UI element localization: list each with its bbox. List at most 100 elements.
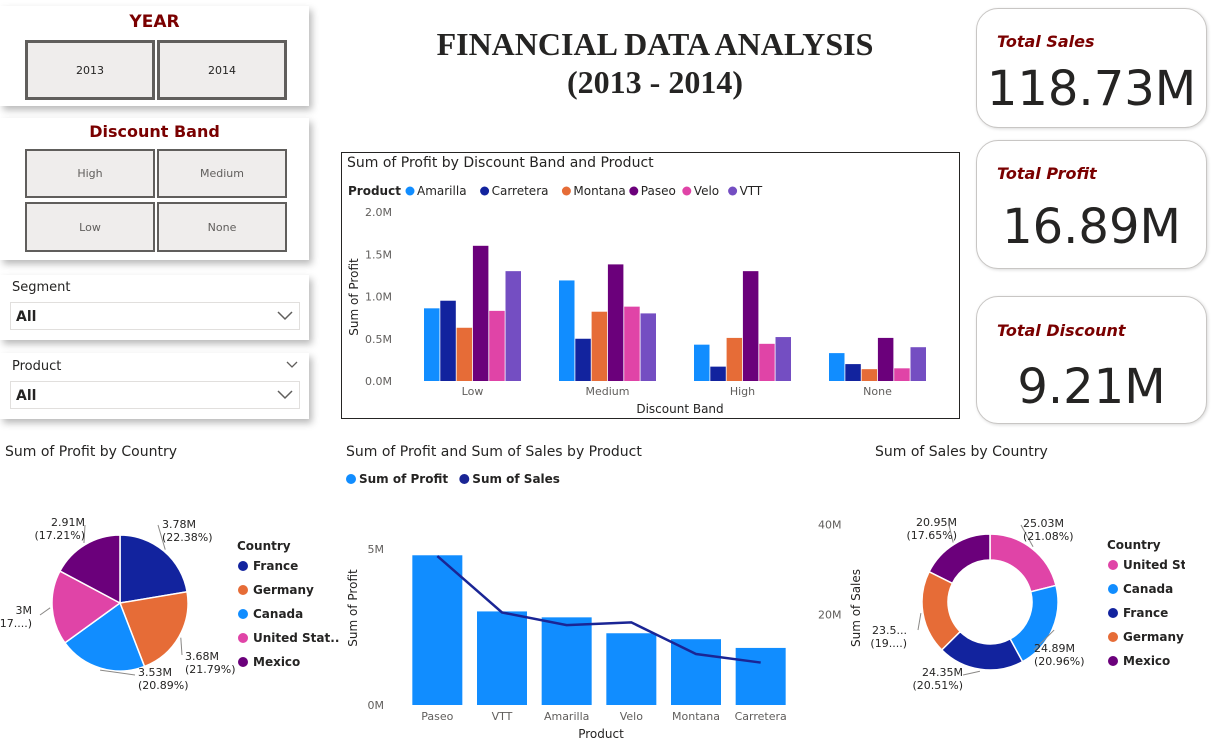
data-label-pct: (19....) bbox=[870, 637, 907, 650]
legend-marker bbox=[238, 657, 248, 667]
bar bbox=[735, 647, 786, 705]
legend-marker bbox=[405, 186, 415, 196]
bar bbox=[910, 347, 926, 381]
bar bbox=[671, 639, 721, 705]
legend-marker bbox=[728, 186, 738, 196]
x-tick-label: Velo bbox=[620, 710, 643, 723]
x-tick-label: Medium bbox=[586, 385, 630, 398]
kpi-label: Total Discount bbox=[997, 321, 1126, 340]
y2-tick-label: 40M bbox=[818, 518, 842, 531]
bar bbox=[591, 311, 608, 381]
leader-line bbox=[83, 524, 86, 544]
year-option-2013[interactable]: 2013 bbox=[25, 40, 155, 100]
y-axis-label: Sum of Profit bbox=[346, 569, 360, 647]
legend-item: France bbox=[253, 559, 298, 573]
discount-option-high[interactable]: High bbox=[25, 149, 155, 198]
profit-by-country-title: Sum of Profit by Country bbox=[5, 444, 177, 460]
discount-option-none[interactable]: None bbox=[157, 202, 287, 252]
legend-marker bbox=[1108, 560, 1118, 570]
bar bbox=[759, 343, 775, 381]
data-label-pct: (17....) bbox=[0, 617, 32, 630]
slice bbox=[119, 534, 188, 604]
clustered-bar-chart: Product Amarilla Carretera Montana Paseo Velo… bbox=[347, 184, 926, 416]
segment-dropdown[interactable]: All bbox=[10, 302, 300, 330]
slice bbox=[63, 601, 146, 672]
chevron-down-icon bbox=[277, 390, 293, 400]
y-tick-label: 1.5M bbox=[365, 248, 392, 261]
legend-item: Canada bbox=[1123, 582, 1173, 596]
bar bbox=[456, 327, 473, 381]
bar bbox=[472, 245, 489, 381]
legend-marker bbox=[1108, 632, 1118, 642]
product-dropdown[interactable]: All bbox=[10, 381, 300, 409]
legend-item: Velo bbox=[694, 184, 719, 198]
data-label: 3.53M bbox=[138, 666, 172, 679]
legend-marker bbox=[238, 633, 248, 643]
discount-band-title: Discount Band bbox=[89, 122, 220, 141]
legend-title: Product bbox=[348, 184, 401, 198]
legend-item: United Stat... bbox=[1123, 558, 1185, 572]
legend-marker bbox=[346, 474, 356, 484]
x-axis-label: Discount Band bbox=[636, 402, 723, 416]
discount-option-medium[interactable]: Medium bbox=[157, 149, 287, 198]
legend-item: Germany bbox=[253, 583, 314, 597]
legend-item: Mexico bbox=[1123, 654, 1170, 668]
slice bbox=[921, 570, 962, 651]
y-tick-label: 5M bbox=[368, 543, 385, 556]
year-option-2014[interactable]: 2014 bbox=[157, 40, 287, 100]
legend-item: Montana bbox=[573, 184, 625, 198]
legend-marker bbox=[238, 585, 248, 595]
kpi-value: 118.73M bbox=[986, 61, 1197, 117]
bar bbox=[877, 337, 894, 381]
kpi-total-discount: Total Discount 9.21M bbox=[976, 296, 1207, 424]
slice bbox=[58, 534, 121, 605]
data-label: 23.5... bbox=[872, 624, 907, 637]
bar bbox=[424, 308, 440, 381]
legend-item: Germany bbox=[1123, 630, 1184, 644]
kpi-label: Total Profit bbox=[997, 164, 1097, 183]
legend-marker bbox=[561, 186, 571, 196]
y2-axis-label: Sum of Sales bbox=[849, 569, 860, 647]
discount-option-low[interactable]: Low bbox=[25, 202, 155, 252]
bar bbox=[505, 271, 521, 381]
y-tick-label: 0.0M bbox=[365, 375, 392, 388]
profit-sales-combo-chart: Sum of Profit Sum of Sales 0M 5M 20M 40M Sum o… bbox=[346, 472, 860, 741]
legend-marker bbox=[238, 561, 248, 571]
segment-filter: Segment All bbox=[0, 275, 309, 340]
data-label-pct: (22.38%) bbox=[162, 531, 213, 544]
legend-title: Country bbox=[237, 539, 291, 553]
legend-item: Carretera bbox=[492, 184, 549, 198]
legend-marker bbox=[480, 186, 490, 196]
bar bbox=[694, 344, 710, 381]
bar bbox=[477, 611, 527, 705]
y-tick-label: 1.0M bbox=[365, 291, 392, 304]
legend-item: Sum of Profit bbox=[359, 472, 448, 486]
collapse-chevron-icon[interactable] bbox=[286, 361, 298, 369]
legend-item: Sum of Sales bbox=[472, 472, 560, 486]
data-label: 24.35M bbox=[922, 666, 963, 679]
bar bbox=[775, 337, 791, 381]
leader-line bbox=[948, 524, 954, 543]
legend-marker bbox=[1108, 584, 1118, 594]
legend-item: VTT bbox=[740, 184, 763, 198]
data-label: 25.03M bbox=[1023, 517, 1064, 530]
sales-by-country-donut: 25.03M(21.08%) 24.89M(20.96%) 24.35M(20.51… bbox=[870, 516, 1185, 692]
x-tick-label: None bbox=[863, 385, 892, 398]
main-title-line1: FINANCIAL DATA ANALYSIS bbox=[436, 26, 874, 62]
bar bbox=[541, 617, 592, 705]
sales-by-country-title: Sum of Sales by Country bbox=[875, 444, 1048, 460]
x-tick-label: High bbox=[730, 385, 755, 398]
bar bbox=[845, 364, 861, 381]
bar bbox=[412, 555, 463, 705]
profit-by-discount-chart: Sum of Profit by Discount Band and Produ… bbox=[341, 152, 960, 419]
leader-line bbox=[1020, 524, 1034, 548]
leader-line bbox=[157, 524, 166, 550]
legend-item: United Stat... bbox=[253, 631, 340, 645]
bar bbox=[710, 366, 726, 381]
data-label: 20.95M bbox=[916, 516, 957, 529]
leader-line bbox=[962, 670, 981, 676]
segment-value: All bbox=[16, 309, 37, 325]
legend-marker bbox=[1108, 656, 1118, 666]
bar bbox=[726, 337, 743, 381]
kpi-total-profit: Total Profit 16.89M bbox=[976, 140, 1207, 269]
